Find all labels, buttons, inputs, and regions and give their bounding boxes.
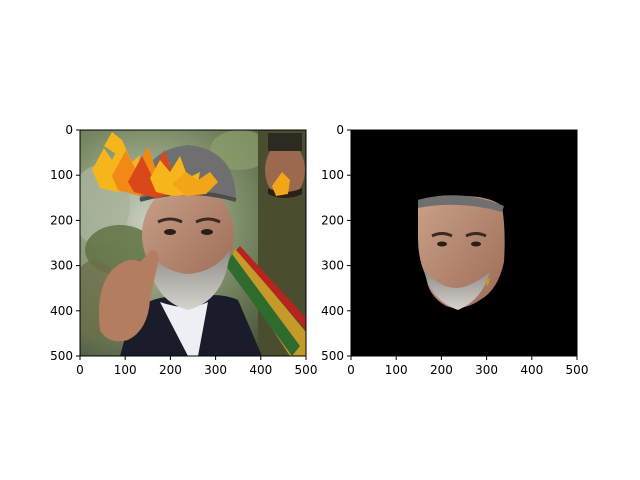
left-x-tick-label: 300: [204, 363, 227, 377]
right-y-tick-label: 500: [321, 349, 344, 363]
right-y-tick-label: 100: [321, 168, 344, 182]
right-y-tick-label: 300: [321, 259, 344, 273]
right-x-tick-label: 100: [385, 363, 408, 377]
left-y-tick-label: 500: [50, 349, 73, 363]
segmented-face: [418, 195, 505, 310]
right-photo: [351, 130, 577, 356]
right-x-tick-label: 0: [347, 363, 355, 377]
left-y-tick-label: 300: [50, 259, 73, 273]
right-x-tick-label: 400: [520, 363, 543, 377]
left-y-tick-label: 200: [50, 213, 73, 227]
left-x-tick-label: 100: [114, 363, 137, 377]
left-y-tick-label: 100: [50, 168, 73, 182]
left-x-tick-label: 0: [76, 363, 84, 377]
left-y-tick-label: 400: [50, 304, 73, 318]
right-axes: 0 100 200 300 400 500 0 100 200 300 400 500: [321, 123, 588, 377]
right-x-tick-label: 500: [566, 363, 589, 377]
left-x-tick-label: 400: [249, 363, 272, 377]
left-x-tick-label: 200: [159, 363, 182, 377]
left-axes: 0 100 200 300 400 500 0 100 200 300 400 500: [50, 123, 317, 377]
right-x-tick-label: 300: [475, 363, 498, 377]
right-x-tick-label: 200: [430, 363, 453, 377]
right-y-tick-label: 400: [321, 304, 344, 318]
left-photo: [80, 130, 306, 356]
left-x-tick-label: 500: [295, 363, 318, 377]
left-y-tick-label: 0: [65, 123, 73, 137]
right-y-tick-label: 0: [336, 123, 344, 137]
right-y-tick-label: 200: [321, 213, 344, 227]
autumn-leaves: [92, 132, 290, 198]
